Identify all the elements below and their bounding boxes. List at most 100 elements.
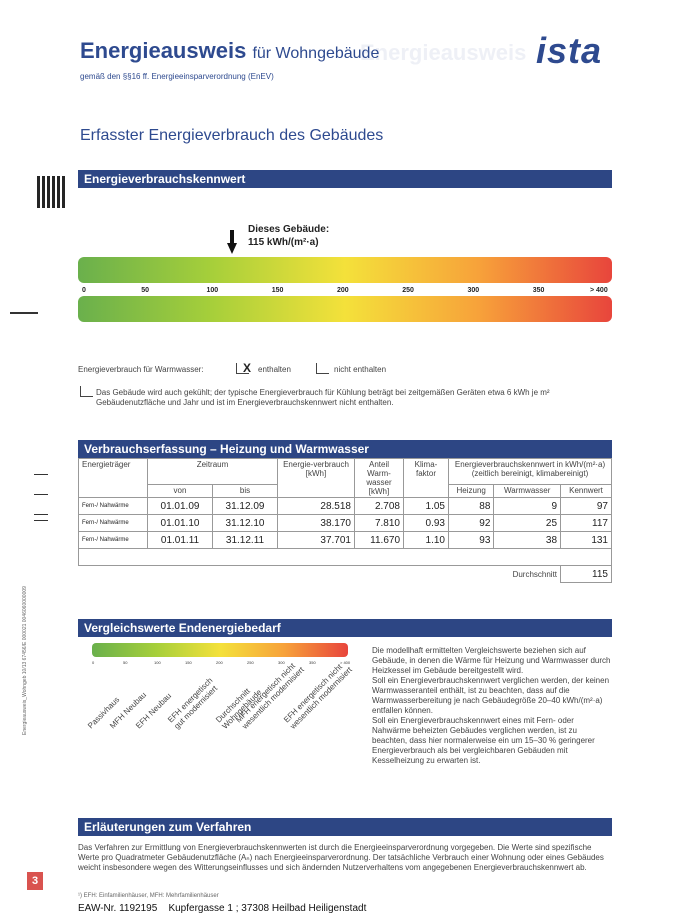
vergleich-tick: 0 bbox=[92, 660, 95, 665]
durchschnitt-value: 115 bbox=[560, 565, 612, 583]
cell-kennwert: 97 bbox=[560, 497, 612, 515]
warmwasser-enthalten-checkbox[interactable] bbox=[236, 363, 249, 374]
margin-marker bbox=[34, 520, 48, 521]
cell-traeger: Fern-/ Nahwärme bbox=[78, 531, 148, 549]
ista-logo: ista bbox=[536, 30, 603, 71]
scale-tick: > 400 bbox=[590, 287, 608, 294]
scale-tick: 150 bbox=[271, 287, 284, 294]
cell-von: 01.01.11 bbox=[147, 531, 213, 549]
eaw-number: EAW-Nr. 1192195 bbox=[78, 903, 158, 914]
margin-marker bbox=[10, 312, 38, 314]
vergleich-bar: Vergleichswerte Endenergiebedarf bbox=[78, 619, 612, 637]
margin-marker bbox=[34, 474, 48, 475]
cell-verbrauch: 38.170 bbox=[277, 514, 355, 532]
down-arrow-icon bbox=[227, 230, 238, 254]
durchschnitt-label: Durchschnitt bbox=[78, 565, 562, 583]
vergleich-scale bbox=[92, 643, 348, 657]
vergleich-text-1: Die modellhaft ermittelten Vergleichswer… bbox=[372, 646, 611, 675]
vergleich-tick: 50 bbox=[123, 660, 128, 665]
scale-tick: 350 bbox=[532, 287, 545, 294]
cell-kennwert: 131 bbox=[560, 531, 612, 549]
vergleich-tick: > 400 bbox=[340, 660, 351, 665]
cell-ww: 38 bbox=[493, 531, 562, 549]
energy-scale-top bbox=[78, 257, 612, 283]
vergleich-text: Die modellhaft ermittelten Vergleichswer… bbox=[372, 646, 612, 766]
cell-von: 01.01.10 bbox=[147, 514, 213, 532]
table-row: Fern-/ Nahwärme 01.01.10 31.12.10 38.170 7.8… bbox=[78, 514, 612, 532]
col-kennwert-group: Energieverbrauchskennwert in kWh/(m²·a) … bbox=[448, 458, 612, 485]
building-label-line1: Dieses Gebäude: bbox=[248, 224, 330, 235]
enthalten-label: enthalten bbox=[258, 365, 291, 374]
vergleich-tick: 300 bbox=[278, 660, 285, 665]
warmwasser-label: Energieverbrauch für Warmwasser: bbox=[78, 365, 204, 374]
scale-tick: 0 bbox=[82, 287, 86, 294]
cell-anteil: 7.810 bbox=[354, 514, 404, 532]
check-mark: X bbox=[243, 361, 252, 375]
side-code: Energieausweis_Wohngeb 10/13 67456/E 000… bbox=[22, 586, 28, 735]
vergleich-label: EFH energetisch gut modernisiert bbox=[166, 675, 220, 731]
cell-bis: 31.12.11 bbox=[212, 531, 278, 549]
cell-kennwert: 117 bbox=[560, 514, 612, 532]
col-kennwert: Kennwert bbox=[560, 484, 612, 498]
col-energietraeger: Energieträger bbox=[78, 458, 148, 498]
vergleich-text-3: Soll ein Energieverbrauchskennwert eines… bbox=[372, 716, 595, 765]
warmwasser-nicht-enthalten-checkbox[interactable] bbox=[316, 363, 329, 374]
vergleich-tick: 200 bbox=[216, 660, 223, 665]
nicht-enthalten-label: nicht enthalten bbox=[334, 365, 387, 374]
verbrauch-bar: Verbrauchserfassung – Heizung und Warmwa… bbox=[78, 440, 612, 458]
scale-tick: 50 bbox=[141, 287, 150, 294]
cell-anteil: 11.670 bbox=[354, 531, 404, 549]
verbrauch-table: Energieträger Zeitraum Energie-verbrauch… bbox=[78, 458, 612, 583]
ghost-watermark: Energieausweis bbox=[360, 40, 527, 65]
cell-heizung: 92 bbox=[447, 514, 495, 532]
vergleich-tick: 150 bbox=[185, 660, 192, 665]
vergleich-tick: 250 bbox=[247, 660, 254, 665]
cell-traeger: Fern-/ Nahwärme bbox=[78, 514, 148, 532]
scale-tick: 100 bbox=[206, 287, 219, 294]
cell-ww: 25 bbox=[493, 514, 562, 532]
cell-verbrauch: 28.518 bbox=[277, 497, 355, 515]
page-number: 3 bbox=[27, 872, 43, 890]
erlaeuterungen-text: Das Verfahren zur Ermittlung von Energie… bbox=[78, 843, 604, 872]
table-row: Fern-/ Nahwärme 01.01.09 31.12.09 28.518 2.7… bbox=[78, 497, 612, 515]
title-rest: für Wohngebäude bbox=[252, 45, 380, 62]
footer: EAW-Nr. 1192195 Kupfergasse 1 ; 37308 He… bbox=[78, 903, 366, 914]
section-title: Erfasster Energieverbrauch des Gebäudes bbox=[80, 127, 384, 144]
scale-tick: 250 bbox=[402, 287, 414, 294]
building-label-line2: 115 kWh/(m²·a) bbox=[248, 237, 319, 248]
kuehlung-checkbox[interactable] bbox=[80, 386, 93, 397]
cell-bis: 31.12.09 bbox=[212, 497, 278, 515]
margin-marker bbox=[34, 494, 48, 495]
cell-klima: 0.93 bbox=[403, 514, 449, 532]
cell-bis: 31.12.10 bbox=[212, 514, 278, 532]
scale-tick: 200 bbox=[337, 287, 349, 294]
vergleich-text-2: Soll ein Energieverbrauchskennwert vergl… bbox=[372, 676, 610, 715]
cell-klima: 1.05 bbox=[403, 497, 449, 515]
building-value-label: Dieses Gebäude: 115 kWh/(m²·a) bbox=[248, 223, 329, 249]
erlaeuterungen-bar: Erläuterungen zum Verfahren bbox=[78, 818, 612, 836]
col-bis: bis bbox=[212, 484, 278, 498]
col-klimafaktor: Klima-faktor bbox=[403, 458, 449, 498]
empty-row bbox=[78, 548, 612, 566]
footnote: ¹) EFH: Einfamilienhäuser, MFH: Mehrfami… bbox=[78, 893, 219, 899]
col-energieverbrauch: Energie-verbrauch [kWh] bbox=[277, 458, 355, 498]
cell-heizung: 88 bbox=[447, 497, 495, 515]
cell-anteil: 2.708 bbox=[354, 497, 404, 515]
qr-code-icon bbox=[37, 176, 67, 208]
scale-tick: 300 bbox=[467, 287, 480, 294]
document-subtitle: gemäß den §§16 ff. Energieeinsparverordn… bbox=[80, 72, 274, 81]
col-warmwasser: Warmwasser bbox=[493, 484, 562, 498]
col-anteil-warmwasser: Anteil Warm-wasser [kWh] bbox=[354, 458, 404, 498]
address: Kupfergasse 1 ; 37308 Heilbad Heiligenst… bbox=[168, 903, 367, 914]
energy-scale-bottom bbox=[78, 296, 612, 322]
vergleich-tick: 350 bbox=[309, 660, 316, 665]
cell-klima: 1.10 bbox=[403, 531, 449, 549]
cell-traeger: Fern-/ Nahwärme bbox=[78, 497, 148, 515]
col-zeitraum: Zeitraum bbox=[147, 458, 278, 485]
cell-heizung: 93 bbox=[447, 531, 495, 549]
kuehlung-note: Das Gebäude wird auch gekühlt; der typis… bbox=[96, 388, 550, 407]
table-row: Fern-/ Nahwärme 01.01.11 31.12.11 37.701 11.… bbox=[78, 531, 612, 549]
col-von: von bbox=[147, 484, 213, 498]
vergleich-tick: 100 bbox=[154, 660, 161, 665]
title-main: Energieausweis bbox=[80, 38, 247, 63]
